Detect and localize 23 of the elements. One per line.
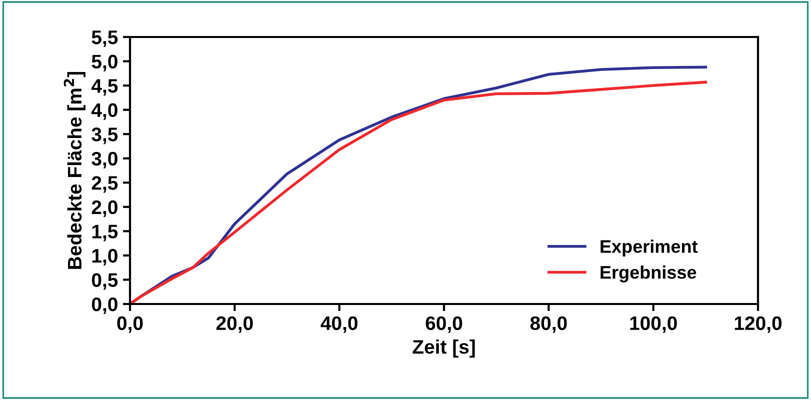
x-tick-label: 0,0 [117, 316, 143, 333]
legend-label: Experiment [600, 240, 698, 256]
x-tick-label: 80,0 [530, 316, 567, 333]
x-axis-title: Zeit [s] [412, 339, 475, 358]
y-tick-label: 5,5 [92, 30, 118, 48]
y-tick-label: 3,0 [92, 152, 118, 168]
y-tick-label: 4,0 [91, 103, 118, 120]
y-tick-label: 1,0 [92, 248, 118, 266]
y-tick-label: 3,5 [92, 128, 118, 144]
y-tick-label: 2,5 [92, 176, 118, 193]
y-tick-label: 1,5 [92, 224, 118, 242]
legend-label: Ergebnisse [600, 266, 696, 282]
y-tick-label: 4,5 [91, 79, 118, 96]
y-axis-title: Bedeckte Fläche [m$^{2}$] [64, 72, 86, 269]
y-tick-label: 0,0 [92, 297, 118, 314]
x-tick-label: 120,0 [734, 316, 782, 333]
y-tick-label: 2,0 [92, 200, 118, 217]
y-tick-label: 5,0 [92, 54, 118, 72]
x-tick-label: 40,0 [320, 316, 358, 333]
x-tick-label: 60,0 [426, 316, 462, 333]
x-tick-label: 20,0 [216, 316, 253, 333]
x-tick-label: 100,0 [630, 316, 677, 333]
y-tick-label: 0,5 [92, 273, 118, 290]
